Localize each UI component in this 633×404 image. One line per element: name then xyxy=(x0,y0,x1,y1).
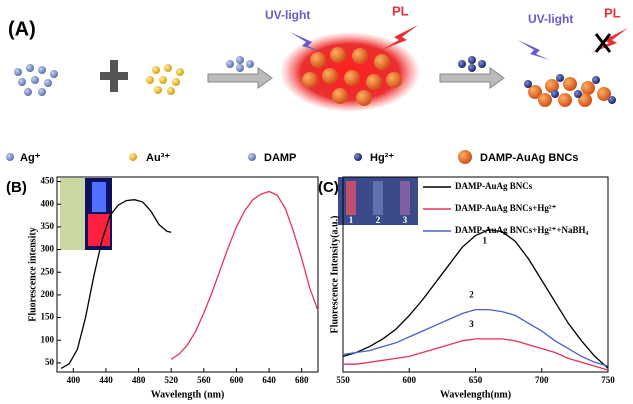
inset-photo xyxy=(338,177,418,225)
legend-text: DAMP xyxy=(264,152,296,164)
tube-label: 1 xyxy=(349,215,354,225)
plus xyxy=(100,60,128,92)
x-tick-label: 560 xyxy=(197,375,211,385)
uv-bolt xyxy=(518,40,550,60)
legend: Ag⁺ Au³⁺ DAMP Hg²⁺ DAMP-AuAg BNCs xyxy=(6,150,578,164)
schematic: (A) UV-light PL UV-ligh xyxy=(6,3,628,164)
series-line xyxy=(342,229,609,369)
y-tick-label: 200 xyxy=(41,289,55,299)
series-line xyxy=(342,308,609,367)
x-tick-label: 700 xyxy=(535,375,549,385)
curve-label: 3 xyxy=(469,319,474,329)
x-tick-label: 680 xyxy=(295,375,309,385)
legend-text: Hg²⁺ xyxy=(370,152,394,164)
y-tick-label: 400 xyxy=(41,198,55,208)
series-line xyxy=(60,199,172,369)
legend-text: Au³⁺ xyxy=(146,152,170,164)
x-axis-label: Wavelength(nm) xyxy=(440,389,511,400)
pl-bolt xyxy=(591,28,628,53)
hg-dots xyxy=(458,56,486,72)
x-tick-label: 440 xyxy=(99,375,113,385)
bnc-cluster xyxy=(302,47,402,106)
y-tick-label: 150 xyxy=(41,312,55,322)
panel-label: (C) xyxy=(318,179,339,196)
uv-bolt xyxy=(290,32,322,52)
y-tick-label: 350 xyxy=(41,221,55,231)
legend-text: DAMP-AuAg BNCs xyxy=(455,181,533,191)
series-line xyxy=(170,190,319,360)
x-tick-label: 400 xyxy=(67,375,81,385)
pl-label: PL xyxy=(604,5,621,20)
uv-label: UV-light xyxy=(265,8,310,22)
tube-label: 3 xyxy=(403,215,408,225)
x-tick-label: 600 xyxy=(403,375,417,385)
arrow xyxy=(207,67,273,89)
inset-photo xyxy=(60,178,112,250)
legend-text: DAMP-AuAg BNCs+Hg²⁺+NaBH₄ xyxy=(455,225,588,235)
quenched-cluster xyxy=(524,74,616,107)
legend-text: DAMP-AuAg BNCs xyxy=(480,152,578,164)
x-tick-label: 650 xyxy=(469,375,483,385)
curve-label: 2 xyxy=(469,290,474,300)
y-tick-label: 300 xyxy=(41,244,55,254)
y-axis-label: Fluorescence intensity xyxy=(27,227,38,322)
x-tick-label: 600 xyxy=(230,375,244,385)
au-cluster xyxy=(146,64,184,95)
panel-label: (B) xyxy=(6,179,27,196)
pl-bolt xyxy=(381,25,418,50)
x-axis-label: Wavelength (nm) xyxy=(151,389,225,400)
y-tick-label: 450 xyxy=(41,176,55,186)
y-axis-label: Fluorescence Intensity(a.u.) xyxy=(329,216,340,334)
ag-cluster xyxy=(14,64,58,96)
tube-label: 2 xyxy=(376,215,381,225)
block-x xyxy=(594,33,612,53)
panel-label: (A) xyxy=(8,18,36,40)
uv-label: UV-light xyxy=(528,12,573,26)
series-line xyxy=(343,338,609,371)
pl-label: PL xyxy=(392,3,409,18)
legend-text: DAMP-AuAg BNCs+Hg²⁺ xyxy=(455,203,557,213)
plot-frame xyxy=(56,176,319,373)
x-tick-label: 550 xyxy=(336,375,350,385)
x-tick-label: 520 xyxy=(164,375,178,385)
x-tick-label: 640 xyxy=(262,375,276,385)
curve-label: 1 xyxy=(483,236,488,246)
arrow xyxy=(439,67,505,89)
damp-dots xyxy=(226,56,254,72)
legend-text: Ag⁺ xyxy=(20,152,41,164)
x-tick-label: 750 xyxy=(601,375,615,385)
y-tick-label: 100 xyxy=(41,334,55,344)
y-tick-label: 250 xyxy=(41,266,55,276)
x-tick-label: 480 xyxy=(132,375,146,385)
y-tick-label: 50 xyxy=(45,357,55,367)
